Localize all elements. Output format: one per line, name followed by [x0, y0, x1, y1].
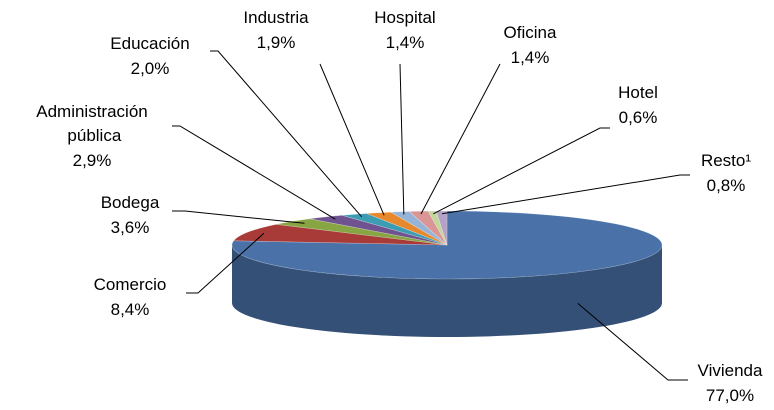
category-label: Bodega	[101, 193, 160, 212]
slice	[231, 210, 663, 280]
value-label: 2,0%	[131, 59, 170, 78]
category-label: Comercio	[94, 275, 167, 294]
category-label: Vivienda	[698, 361, 763, 380]
slice-side	[232, 245, 662, 337]
leader-line	[172, 210, 305, 224]
value-label: 0,8%	[707, 176, 746, 195]
leader-line	[433, 127, 610, 215]
category-label: Resto¹	[701, 151, 751, 170]
slice	[342, 213, 448, 246]
slice	[233, 224, 448, 246]
value-label: 8,4%	[111, 300, 150, 319]
leader-line	[399, 63, 405, 215]
value-label: 1,4%	[511, 48, 550, 67]
slice	[408, 210, 448, 246]
value-label: 77,0%	[706, 386, 754, 405]
leader-line	[577, 302, 688, 381]
leader-line	[210, 50, 363, 218]
category-label: Industria	[243, 8, 309, 27]
slice	[389, 211, 448, 246]
value-label: 1,4%	[386, 33, 425, 52]
value-label: 0,6%	[619, 108, 658, 127]
category-label: Hospital	[374, 8, 435, 27]
category-label: Hotel	[618, 83, 658, 102]
leader-line	[319, 63, 385, 216]
leader-line	[441, 174, 690, 215]
slice	[309, 215, 448, 246]
slice	[366, 211, 448, 246]
category-label: Educación	[110, 34, 189, 53]
label-line: Administración	[36, 102, 148, 121]
category-label: Administración pública	[36, 102, 148, 145]
slice	[276, 218, 448, 246]
value-label: 1,9%	[257, 33, 296, 52]
leader-line	[172, 125, 336, 220]
slice	[427, 210, 448, 246]
value-label: 2,9%	[73, 151, 112, 170]
label-line: pública	[63, 126, 122, 145]
value-label: 3,6%	[111, 218, 150, 237]
leader-line	[420, 63, 501, 215]
slice	[435, 210, 448, 246]
leader-line	[186, 232, 265, 294]
category-label: Oficina	[504, 23, 557, 42]
